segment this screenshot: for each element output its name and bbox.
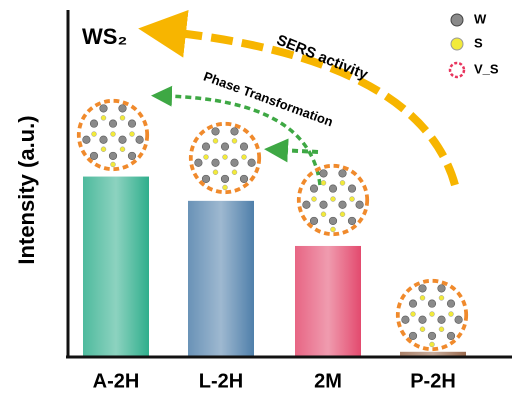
- x-tick-label: A-2H: [93, 370, 140, 392]
- annotation: Phase Transformation: [202, 69, 335, 130]
- bar: [83, 176, 149, 357]
- legend-marker: [448, 61, 466, 79]
- legend-label: V_S: [474, 61, 499, 76]
- x-tick-label: 2M: [314, 370, 342, 392]
- bar: [295, 245, 361, 357]
- legend-label: W: [474, 11, 487, 26]
- sers-arrow: [138, 9, 459, 187]
- phase-arrow: [151, 85, 322, 186]
- phase-arrow: [264, 138, 319, 163]
- bar: [400, 351, 466, 357]
- chart-title: WS₂: [82, 24, 127, 49]
- legend: W S V_S: [448, 11, 499, 79]
- structure-icon: [296, 163, 370, 237]
- structure-icon: [395, 278, 469, 352]
- x-tick-label: L-2H: [199, 370, 243, 392]
- x-tick-label: P-2H: [410, 370, 456, 392]
- structure-icon: [76, 98, 150, 172]
- legend-label: S: [474, 35, 483, 50]
- y-axis-label: Intensity (a.u.): [14, 115, 39, 264]
- legend-marker: [450, 13, 464, 27]
- bar: [188, 200, 254, 357]
- axes: [66, 10, 512, 359]
- structure-icon: [188, 121, 262, 195]
- legend-marker: [450, 37, 464, 51]
